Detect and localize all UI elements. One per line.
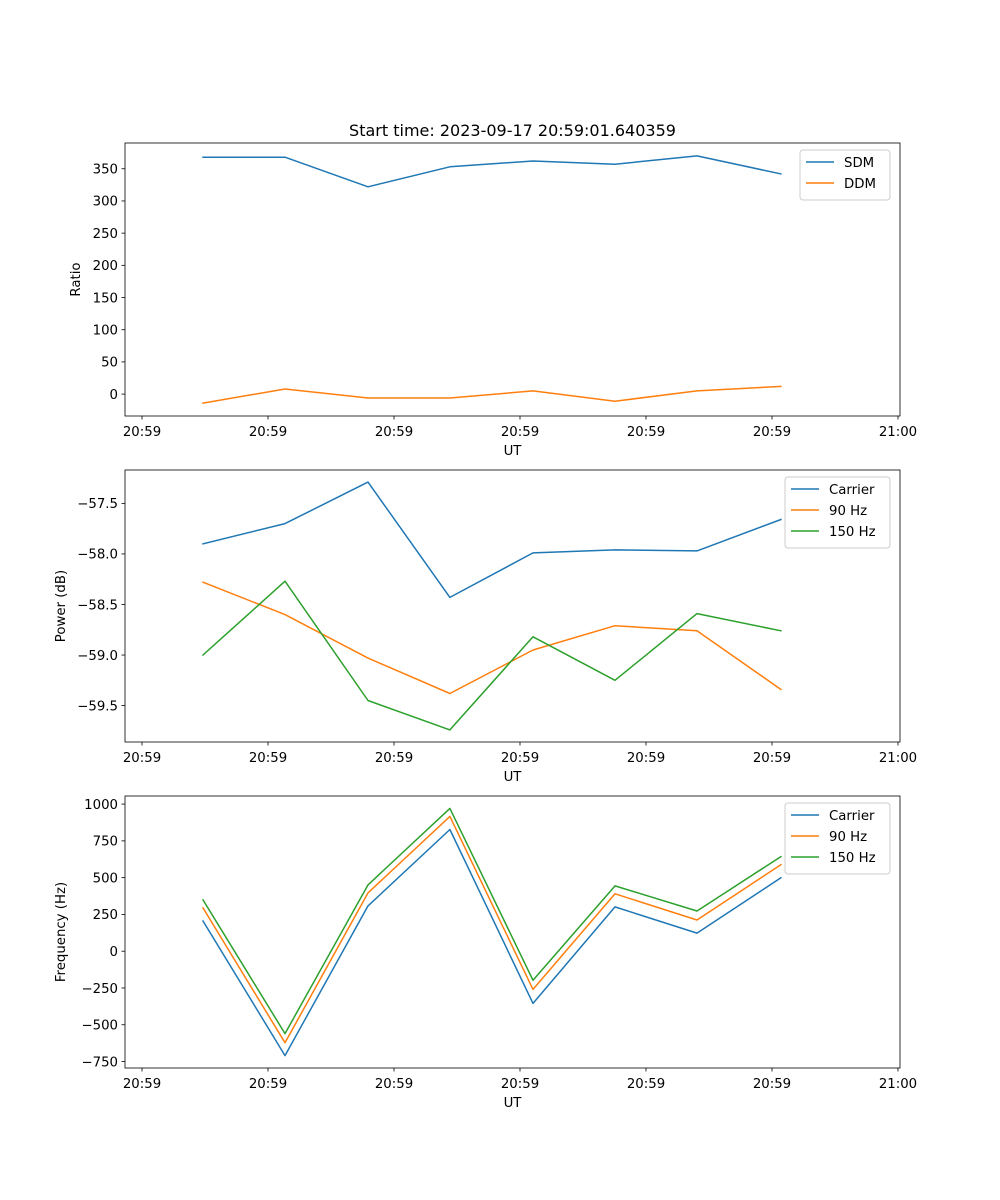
y-axis-label: Power (dB) xyxy=(54,570,69,642)
ratio-panel: 20:59 20:59 20:59 20:59 20:59 20:59 21:00 0 50 10… xyxy=(69,142,917,459)
y-tick-label: 1000 xyxy=(84,798,118,813)
x-tick-label: 21:00 xyxy=(879,425,917,440)
y-tick-label: 250 xyxy=(93,908,118,923)
x-tick-label: 20:59 xyxy=(249,1077,287,1092)
x-tick-label: 20:59 xyxy=(123,1077,161,1092)
y-tick-label: −250 xyxy=(81,982,118,997)
y-tick-label: 100 xyxy=(93,324,118,339)
y-tick-label: 500 xyxy=(93,871,118,886)
x-tick-label: 20:59 xyxy=(375,1077,413,1092)
x-tick-label: 20:59 xyxy=(501,1077,539,1092)
y-tick-label: −57.5 xyxy=(77,497,118,512)
y-axis-label: Frequency (Hz) xyxy=(54,882,69,982)
y-tick-label: −750 xyxy=(81,1055,118,1070)
x-axis-label: UT xyxy=(504,1096,523,1111)
y-tick-label: −58.0 xyxy=(77,548,118,563)
legend-label: DDM xyxy=(844,177,876,192)
x-tick-label: 21:00 xyxy=(879,751,917,766)
y-tick-label: 300 xyxy=(93,195,118,210)
legend-label: 90 Hz xyxy=(829,504,867,519)
y-tick-label: 200 xyxy=(93,259,118,274)
series-line-carrier xyxy=(201,828,782,1057)
series-line-ddm xyxy=(202,385,782,404)
series-line-sdm xyxy=(202,155,782,188)
x-tick-label: 20:59 xyxy=(375,751,413,766)
series-line-90-hz xyxy=(201,815,782,1044)
y-tick-label: 750 xyxy=(93,835,118,850)
x-tick-label: 20:59 xyxy=(753,751,791,766)
y-tick-label: 350 xyxy=(93,163,118,178)
x-axis-label: UT xyxy=(504,444,523,459)
series-line-90-hz xyxy=(202,581,782,695)
y-tick-label: 250 xyxy=(93,227,118,242)
x-tick-label: 20:59 xyxy=(249,425,287,440)
y-tick-label: 0 xyxy=(110,945,118,960)
axes-frame xyxy=(124,469,901,743)
x-tick-label: 20:59 xyxy=(627,1077,665,1092)
y-tick-label: 150 xyxy=(93,291,118,306)
series-line-150-hz xyxy=(201,807,782,1035)
series-line-carrier xyxy=(202,481,782,599)
legend: SDM DDM xyxy=(799,149,891,201)
legend-label: SDM xyxy=(844,156,874,171)
x-tick-label: 20:59 xyxy=(249,751,287,766)
axes-frame xyxy=(124,795,901,1069)
y-tick-label: −500 xyxy=(81,1019,118,1034)
chart-title: Start time: 2023-09-17 20:59:01.640359 xyxy=(349,121,676,140)
y-tick-label: 0 xyxy=(110,388,118,403)
y-tick-label: −58.5 xyxy=(77,598,118,613)
x-tick-label: 20:59 xyxy=(627,425,665,440)
legend: Carrier 90 Hz 150 Hz xyxy=(784,802,891,875)
legend-label: 150 Hz xyxy=(829,851,876,866)
x-tick-label: 20:59 xyxy=(123,751,161,766)
axes-frame xyxy=(124,142,901,417)
legend: Carrier 90 Hz 150 Hz xyxy=(784,476,891,549)
power-panel: 20:59 20:59 20:59 20:59 20:59 20:59 21:00 −57.5… xyxy=(54,469,917,785)
y-tick-label: −59.5 xyxy=(77,699,118,714)
x-tick-label: 20:59 xyxy=(123,425,161,440)
x-tick-label: 20:59 xyxy=(501,425,539,440)
legend-label: 90 Hz xyxy=(829,830,867,845)
x-tick-label: 20:59 xyxy=(753,1077,791,1092)
x-axis-label: UT xyxy=(504,770,523,785)
x-tick-label: 20:59 xyxy=(375,425,413,440)
legend-label: Carrier xyxy=(829,809,875,824)
x-tick-label: 20:59 xyxy=(627,751,665,766)
legend-label: Carrier xyxy=(829,483,875,498)
frequency-panel: 20:59 20:59 20:59 20:59 20:59 20:59 21:00 −750 −… xyxy=(54,795,917,1111)
x-tick-label: 20:59 xyxy=(753,425,791,440)
series-line-150-hz xyxy=(201,580,782,731)
x-tick-label: 20:59 xyxy=(501,751,539,766)
y-tick-label: −59.0 xyxy=(77,649,118,664)
y-tick-label: 50 xyxy=(101,356,118,371)
legend-label: 150 Hz xyxy=(829,525,876,540)
y-axis-label: Ratio xyxy=(69,262,84,296)
x-tick-label: 21:00 xyxy=(879,1077,917,1092)
